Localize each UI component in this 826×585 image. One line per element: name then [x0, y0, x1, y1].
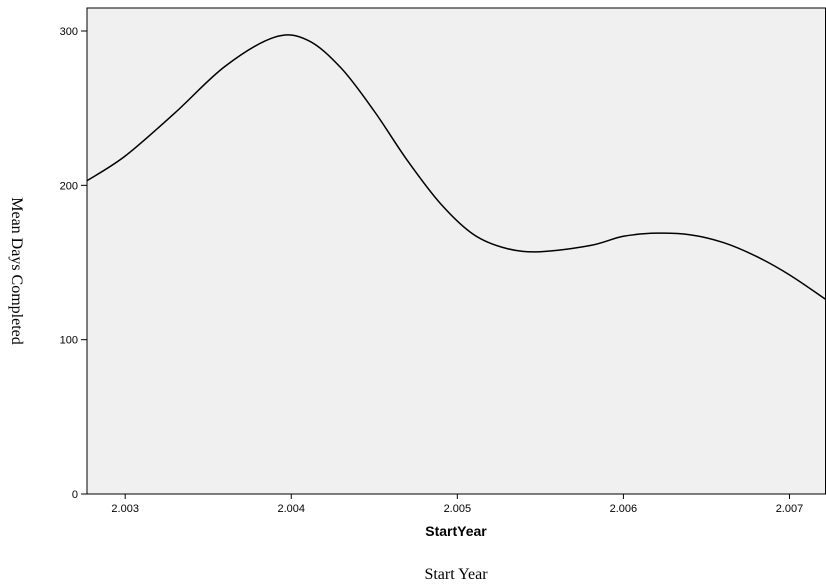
x-axis-ticks: 2.003 2.004 2.005 2.006 2.007 [111, 494, 803, 515]
y-tick-label: 100 [60, 335, 78, 347]
x-axis-title: StartYear [425, 523, 487, 539]
y-tick-label: 300 [60, 26, 78, 38]
y-axis-title: Mean Days Completed [8, 197, 25, 345]
y-axis-ticks: 0 100 200 300 [60, 26, 87, 501]
plot-area [86, 7, 826, 495]
x-tick-label: 2.005 [444, 503, 472, 515]
x-tick-label: 2.003 [111, 503, 139, 515]
x-axis-outer-title: Start Year [424, 566, 488, 583]
series-line [86, 34, 826, 301]
y-tick-label: 200 [60, 180, 78, 192]
y-tick-label: 0 [72, 489, 78, 501]
x-tick-label: 2.006 [610, 503, 638, 515]
x-tick-label: 2.007 [776, 503, 804, 515]
x-tick-label: 2.004 [277, 503, 305, 515]
